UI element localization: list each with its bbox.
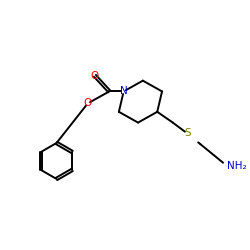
Text: NH₂: NH₂	[227, 161, 246, 171]
Text: S: S	[184, 128, 190, 138]
Text: O: O	[84, 98, 92, 108]
Text: O: O	[91, 71, 99, 81]
Text: N: N	[120, 86, 128, 97]
